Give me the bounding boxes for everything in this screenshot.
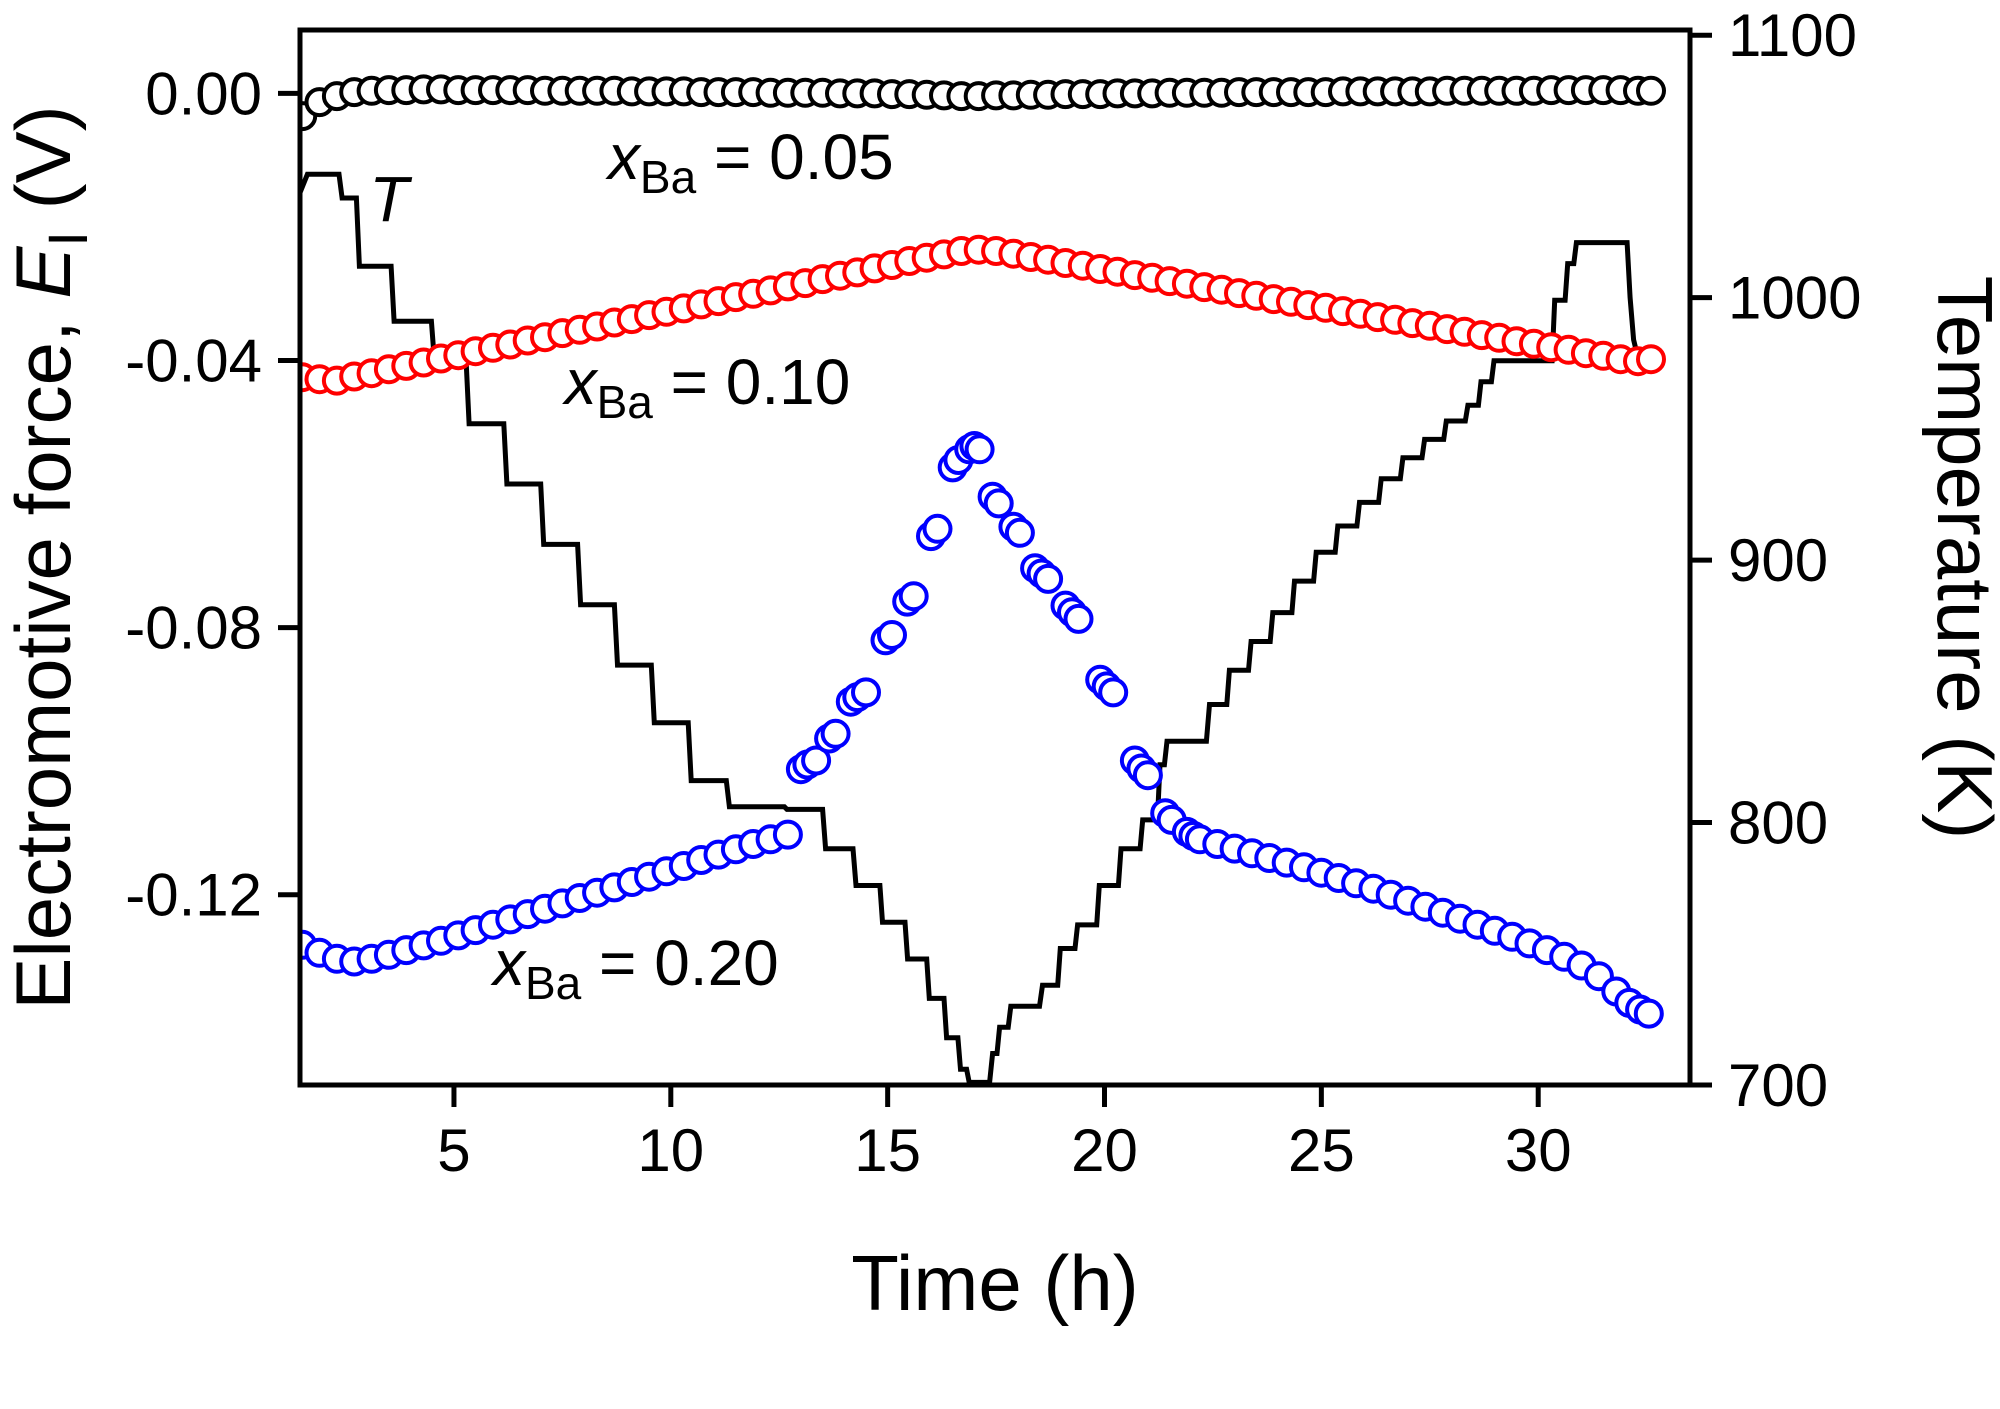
data-point: [898, 581, 929, 612]
y-left-tick-label: 0.00: [145, 60, 262, 127]
data-point: [772, 819, 803, 850]
temperature-curve-layer: [300, 171, 1646, 1085]
annotation-xba-020-label: xBa = 0.20: [490, 927, 779, 1009]
data-point: [1033, 563, 1064, 594]
data-point: [1098, 677, 1129, 708]
data-point: [877, 620, 907, 650]
data-point: [964, 434, 995, 465]
x-axis-tick-label: 15: [854, 1117, 921, 1184]
data-point: [820, 718, 851, 749]
data-point: [801, 745, 832, 776]
data-point: [983, 488, 1014, 519]
data-point: [1633, 998, 1664, 1029]
y-right-tick-label: 800: [1728, 790, 1828, 857]
data-point: [851, 677, 881, 708]
data-point: [1636, 344, 1666, 375]
series-xba-020: [300, 431, 1664, 1029]
annotation-xba-010-label: xBa = 0.10: [562, 346, 851, 428]
data-point: [1636, 75, 1666, 106]
annotation-xba-005-label: xBa = 0.05: [605, 121, 894, 203]
axis-titles-layer: Time (h) Electromotive force, EI (V) Tempe…: [0, 105, 2000, 1327]
data-point: [1004, 517, 1035, 548]
axis-ticks-layer: [278, 32, 1712, 1107]
y-left-tick-label: -0.12: [125, 862, 262, 929]
x-axis-tick-label: 30: [1505, 1117, 1572, 1184]
y-right-tick-label: 1000: [1728, 265, 1861, 332]
tick-labels-layer: 5 10 15 20 25 30 0.00 -0.04 -0.08 -0.12 1100 1000 90…: [125, 2, 1861, 1184]
x-axis-title: Time (h): [851, 1239, 1138, 1327]
plot-frame: [297, 27, 1693, 1088]
y-right-tick-label: 900: [1728, 527, 1828, 594]
series-xba-010: [300, 234, 1666, 396]
y-left-tick-label: -0.04: [125, 328, 262, 395]
x-axis-tick-label: 10: [637, 1117, 704, 1184]
y-right-axis-title: Temperature (K): [1921, 276, 2000, 840]
data-point: [922, 513, 953, 544]
scatter-series-layer: [300, 74, 1666, 1029]
y-left-tick-label: -0.08: [125, 595, 262, 662]
plot-frame-layer: [297, 27, 1693, 1088]
y-left-axis-title: Electromotive force, EI (V): [0, 105, 99, 1009]
y-right-tick-label: 1100: [1728, 2, 1857, 69]
y-right-tick-label: 700: [1728, 1052, 1828, 1119]
annotation-t-label: T: [369, 163, 412, 235]
series-xba-005: [300, 74, 1666, 132]
x-axis-tick-label: 25: [1288, 1117, 1355, 1184]
data-point: [1132, 760, 1163, 791]
data-point: [1063, 603, 1094, 634]
x-axis-tick-label: 20: [1071, 1117, 1138, 1184]
temperature-curve: [300, 171, 1646, 1085]
x-axis-tick-label: 5: [437, 1117, 470, 1184]
